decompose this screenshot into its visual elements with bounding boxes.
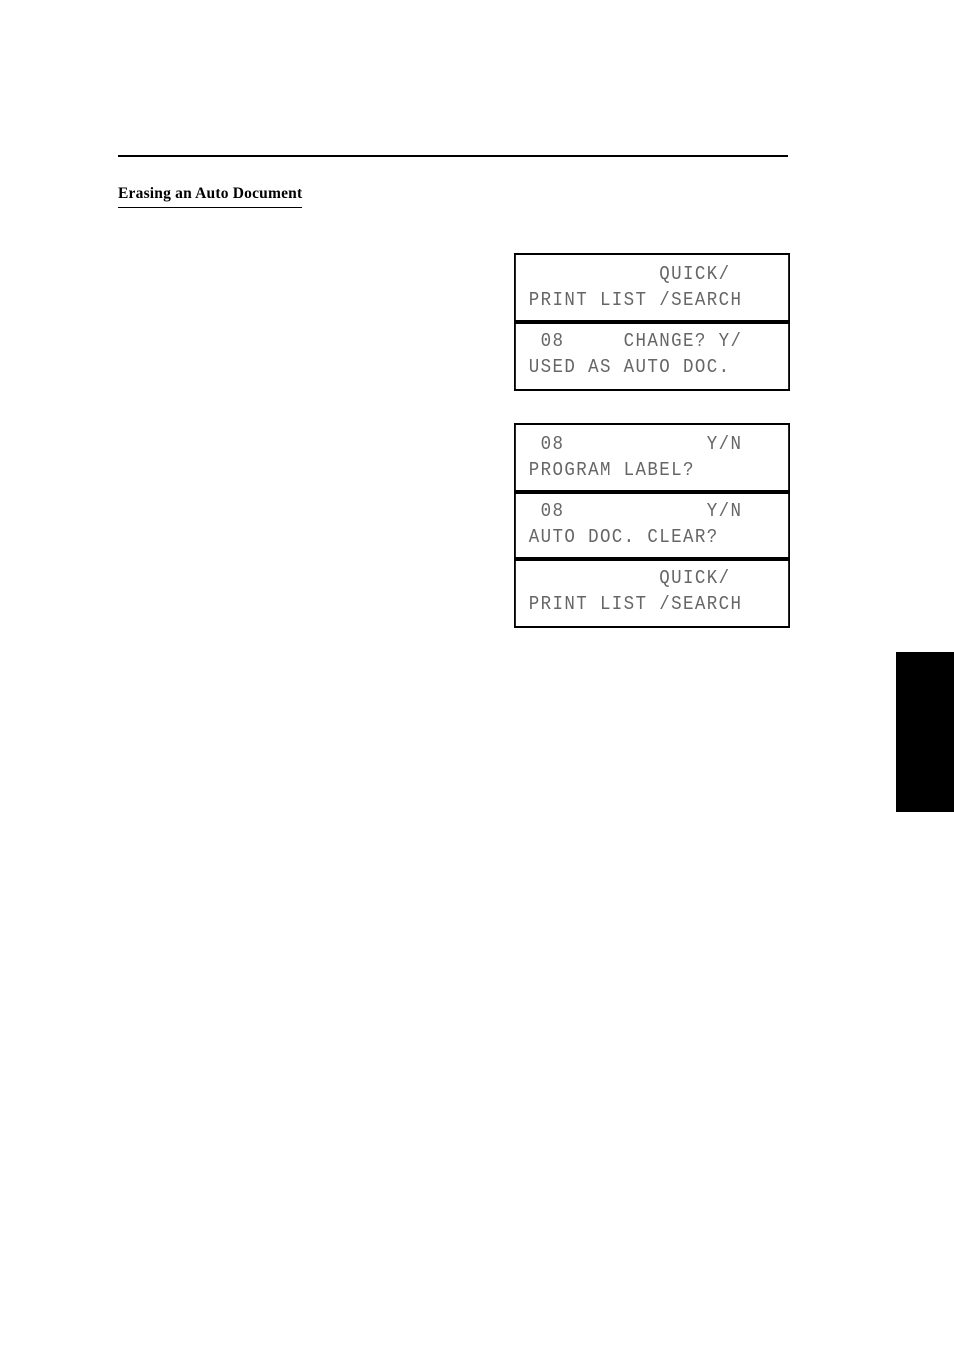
lcd-display-3: 08 Y/N PROGRAM LABEL? (514, 423, 790, 494)
lcd-display-5: QUICK/ PRINT LIST /SEARCH (514, 557, 790, 628)
lcd2-line2: USED AS AUTO DOC. (529, 356, 731, 378)
lcd2-line1: 08 CHANGE? Y/ (529, 330, 743, 352)
content-area: QUICK/ PRINT LIST /SEARCH 08 CHANGE? Y/ … (118, 208, 788, 908)
lcd-display-2: 08 CHANGE? Y/ USED AS AUTO DOC. (514, 320, 790, 391)
lcd-display-4: 08 Y/N AUTO DOC. CLEAR? (514, 490, 790, 561)
lcd1-line2: PRINT LIST /SEARCH (529, 289, 743, 311)
lcd5-line2: PRINT LIST /SEARCH (529, 593, 743, 615)
horizontal-rule (118, 155, 788, 157)
section-heading: Erasing an Auto Document (118, 185, 302, 208)
lcd-display-1: QUICK/ PRINT LIST /SEARCH (514, 253, 790, 324)
lcd5-line1: QUICK/ (529, 567, 731, 589)
page: Erasing an Auto Document QUICK/ PRINT LI… (0, 0, 954, 1350)
lcd1-line1: QUICK/ (529, 263, 731, 285)
side-tab (896, 652, 954, 812)
heading-wrap: Erasing an Auto Document (118, 185, 836, 208)
lcd3-line1: 08 Y/N (529, 433, 743, 455)
lcd3-line2: PROGRAM LABEL? (529, 459, 695, 481)
lcd4-line2: AUTO DOC. CLEAR? (529, 526, 719, 548)
lcd4-line1: 08 Y/N (529, 500, 743, 522)
